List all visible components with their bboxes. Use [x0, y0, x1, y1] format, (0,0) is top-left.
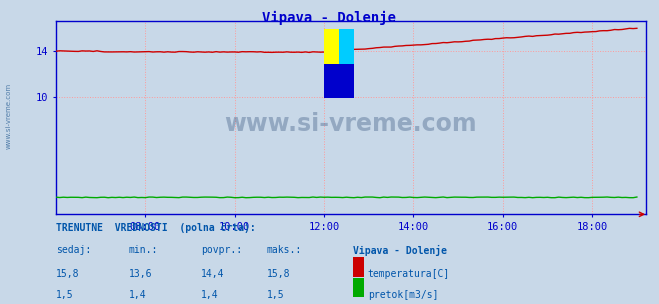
Text: www.si-vreme.com: www.si-vreme.com [225, 112, 477, 136]
Text: www.si-vreme.com: www.si-vreme.com [5, 82, 11, 149]
Text: TRENUTNE  VREDNOSTI  (polna črta):: TRENUTNE VREDNOSTI (polna črta): [56, 223, 256, 233]
Text: 1,5: 1,5 [56, 290, 74, 300]
Text: sedaj:: sedaj: [56, 245, 91, 255]
Text: 1,5: 1,5 [267, 290, 285, 300]
Text: 1,4: 1,4 [129, 290, 146, 300]
Text: 14,4: 14,4 [201, 269, 225, 279]
Text: temperatura[C]: temperatura[C] [368, 269, 450, 279]
Text: 13,6: 13,6 [129, 269, 152, 279]
Bar [324, 29, 339, 64]
Text: 1,4: 1,4 [201, 290, 219, 300]
Bar [324, 64, 339, 98]
Text: pretok[m3/s]: pretok[m3/s] [368, 290, 438, 300]
Text: Vipava - Dolenje: Vipava - Dolenje [353, 245, 447, 256]
Text: maks.:: maks.: [267, 245, 302, 255]
Text: 15,8: 15,8 [267, 269, 291, 279]
Bar [339, 64, 354, 98]
Text: min.:: min.: [129, 245, 158, 255]
Text: Vipava - Dolenje: Vipava - Dolenje [262, 11, 397, 25]
Text: povpr.:: povpr.: [201, 245, 242, 255]
Text: 15,8: 15,8 [56, 269, 80, 279]
Bar [339, 29, 354, 64]
